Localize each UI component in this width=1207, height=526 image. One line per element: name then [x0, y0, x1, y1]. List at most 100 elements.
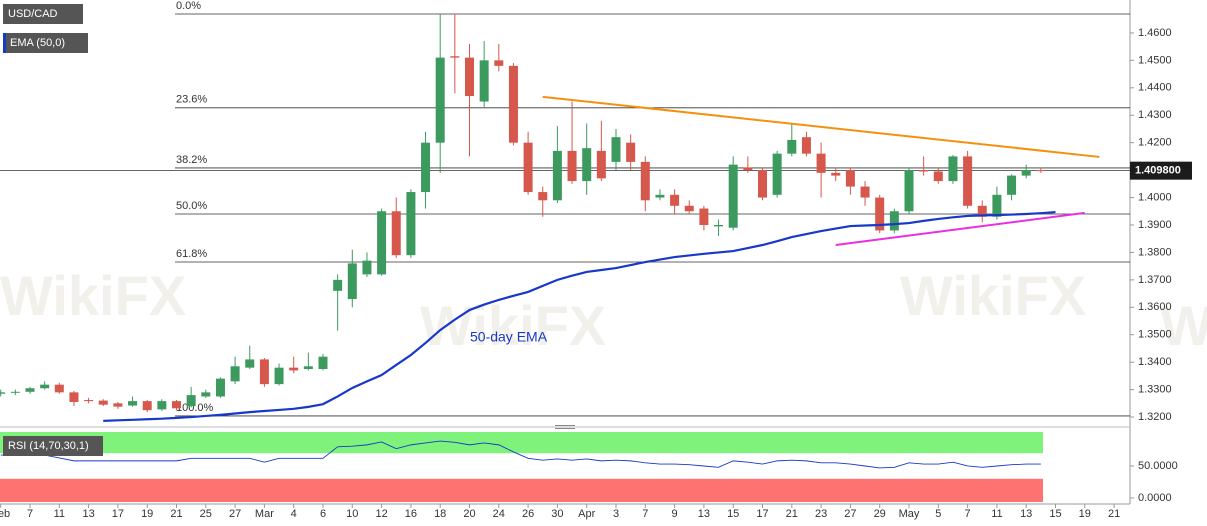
y-tick-label: 1.4500 [1138, 54, 1172, 66]
y-tick-label: 1.3800 [1138, 246, 1172, 258]
candle-body [567, 150, 577, 182]
x-tick-label: 6 [320, 508, 326, 520]
annotation: 50-day EMA [470, 329, 548, 345]
candle-body [377, 211, 387, 275]
candle-body [40, 384, 50, 389]
candle-body [479, 60, 489, 102]
y-tick-label: 1.3700 [1138, 274, 1172, 286]
x-tick-label: 13 [698, 508, 710, 520]
rsi-line [0, 440, 1041, 469]
candle-body [552, 150, 562, 201]
candle-body [816, 153, 826, 173]
fib-label: 50.0% [176, 200, 207, 212]
candle-body [494, 60, 504, 66]
candle-body [113, 403, 123, 407]
candle-body [933, 171, 943, 182]
candle-body [245, 359, 255, 368]
candle-body [201, 392, 211, 397]
candle-body [142, 401, 152, 411]
candle-body [157, 401, 167, 410]
fib-label: 0.0% [176, 0, 201, 12]
fib-label: 100.0% [176, 402, 214, 414]
y-tick-label: 1.3600 [1138, 301, 1172, 313]
trendline [542, 95, 1100, 158]
candle-body [596, 150, 606, 179]
x-tick-label: May [899, 508, 920, 520]
x-tick-label: 26 [522, 508, 534, 520]
candle-body [889, 211, 899, 231]
fib-label: 38.2% [176, 154, 207, 166]
x-tick-label: 17 [112, 508, 124, 520]
candle-body [743, 167, 753, 171]
x-tick-label: Apr [578, 508, 595, 520]
last-price-tag [1130, 161, 1192, 180]
y-tick-label: 1.3900 [1138, 219, 1172, 231]
candle-body [69, 392, 79, 402]
candle-body [274, 367, 284, 385]
x-tick-label: 15 [1049, 508, 1061, 520]
x-tick-label: 10 [346, 508, 358, 520]
legend-swatch [3, 33, 6, 53]
candle-body [772, 153, 782, 195]
fib-label: 61.8% [176, 248, 207, 260]
x-tick-label: 29 [874, 508, 886, 520]
oversold-zone [0, 478, 1043, 502]
candle-body [1007, 175, 1017, 195]
candle-body [186, 395, 196, 407]
trendline [835, 211, 1085, 247]
candle-body [435, 57, 445, 143]
ema-line [103, 210, 1056, 422]
candle-body [523, 142, 533, 193]
last-price-label: 1.409800 [1135, 165, 1181, 177]
candle-body [1021, 170, 1031, 176]
x-tick-label: 7 [965, 508, 971, 520]
overbought-zone [0, 432, 1043, 454]
candle-body [362, 260, 372, 275]
candle-body [801, 137, 811, 154]
x-tick-label: 19 [1079, 508, 1091, 520]
legend-label: EMA (50,0) [10, 37, 65, 49]
y-tick-label: 1.3400 [1138, 356, 1172, 368]
x-tick-label: 21 [170, 508, 182, 520]
candle-body [845, 170, 855, 187]
x-tick-label: 9 [672, 508, 678, 520]
y-tick-label: 1.3500 [1138, 329, 1172, 341]
chart-title: USD/CAD [8, 8, 58, 20]
x-tick-label: 20 [463, 508, 475, 520]
candle-body [670, 194, 680, 206]
candle-body [450, 56, 460, 58]
x-tick-label: 11 [991, 508, 1002, 520]
y-tick-label: 1.3300 [1138, 384, 1172, 396]
candle-body [421, 142, 431, 193]
watermark: WikiFX [0, 264, 186, 327]
x-tick-label: 13 [82, 508, 94, 520]
rsi-title: RSI (14,70,30,1) [8, 440, 89, 452]
candle-body [54, 384, 64, 393]
x-tick-label: Feb [0, 508, 10, 520]
x-tick-label: 27 [844, 508, 856, 520]
fib-label: 23.6% [176, 94, 207, 106]
candle-body [318, 356, 328, 370]
candle-body [0, 392, 6, 394]
candle-body [128, 401, 138, 406]
candle-body [391, 211, 401, 256]
candle-body [831, 172, 841, 176]
candle-body [860, 186, 870, 198]
y-tick-label: 1.3200 [1138, 411, 1172, 423]
x-tick-label: 5 [935, 508, 941, 520]
legend-box [3, 33, 88, 53]
candle-body [465, 57, 474, 97]
x-tick-label: 21 [1108, 508, 1120, 520]
watermark: WikiFX [1160, 294, 1207, 357]
candle-body [215, 378, 225, 397]
candle-body [538, 192, 548, 201]
y-tick-label: 1.4000 [1138, 191, 1172, 203]
x-tick-label: 23 [815, 508, 827, 520]
candle-body [303, 366, 313, 370]
candle-body [508, 65, 518, 143]
y-tick-label: 1.4200 [1138, 137, 1172, 149]
divider-handle [555, 425, 575, 429]
candle-body [626, 142, 636, 162]
x-tick-label: 7 [642, 508, 648, 520]
candle-body [948, 156, 958, 182]
